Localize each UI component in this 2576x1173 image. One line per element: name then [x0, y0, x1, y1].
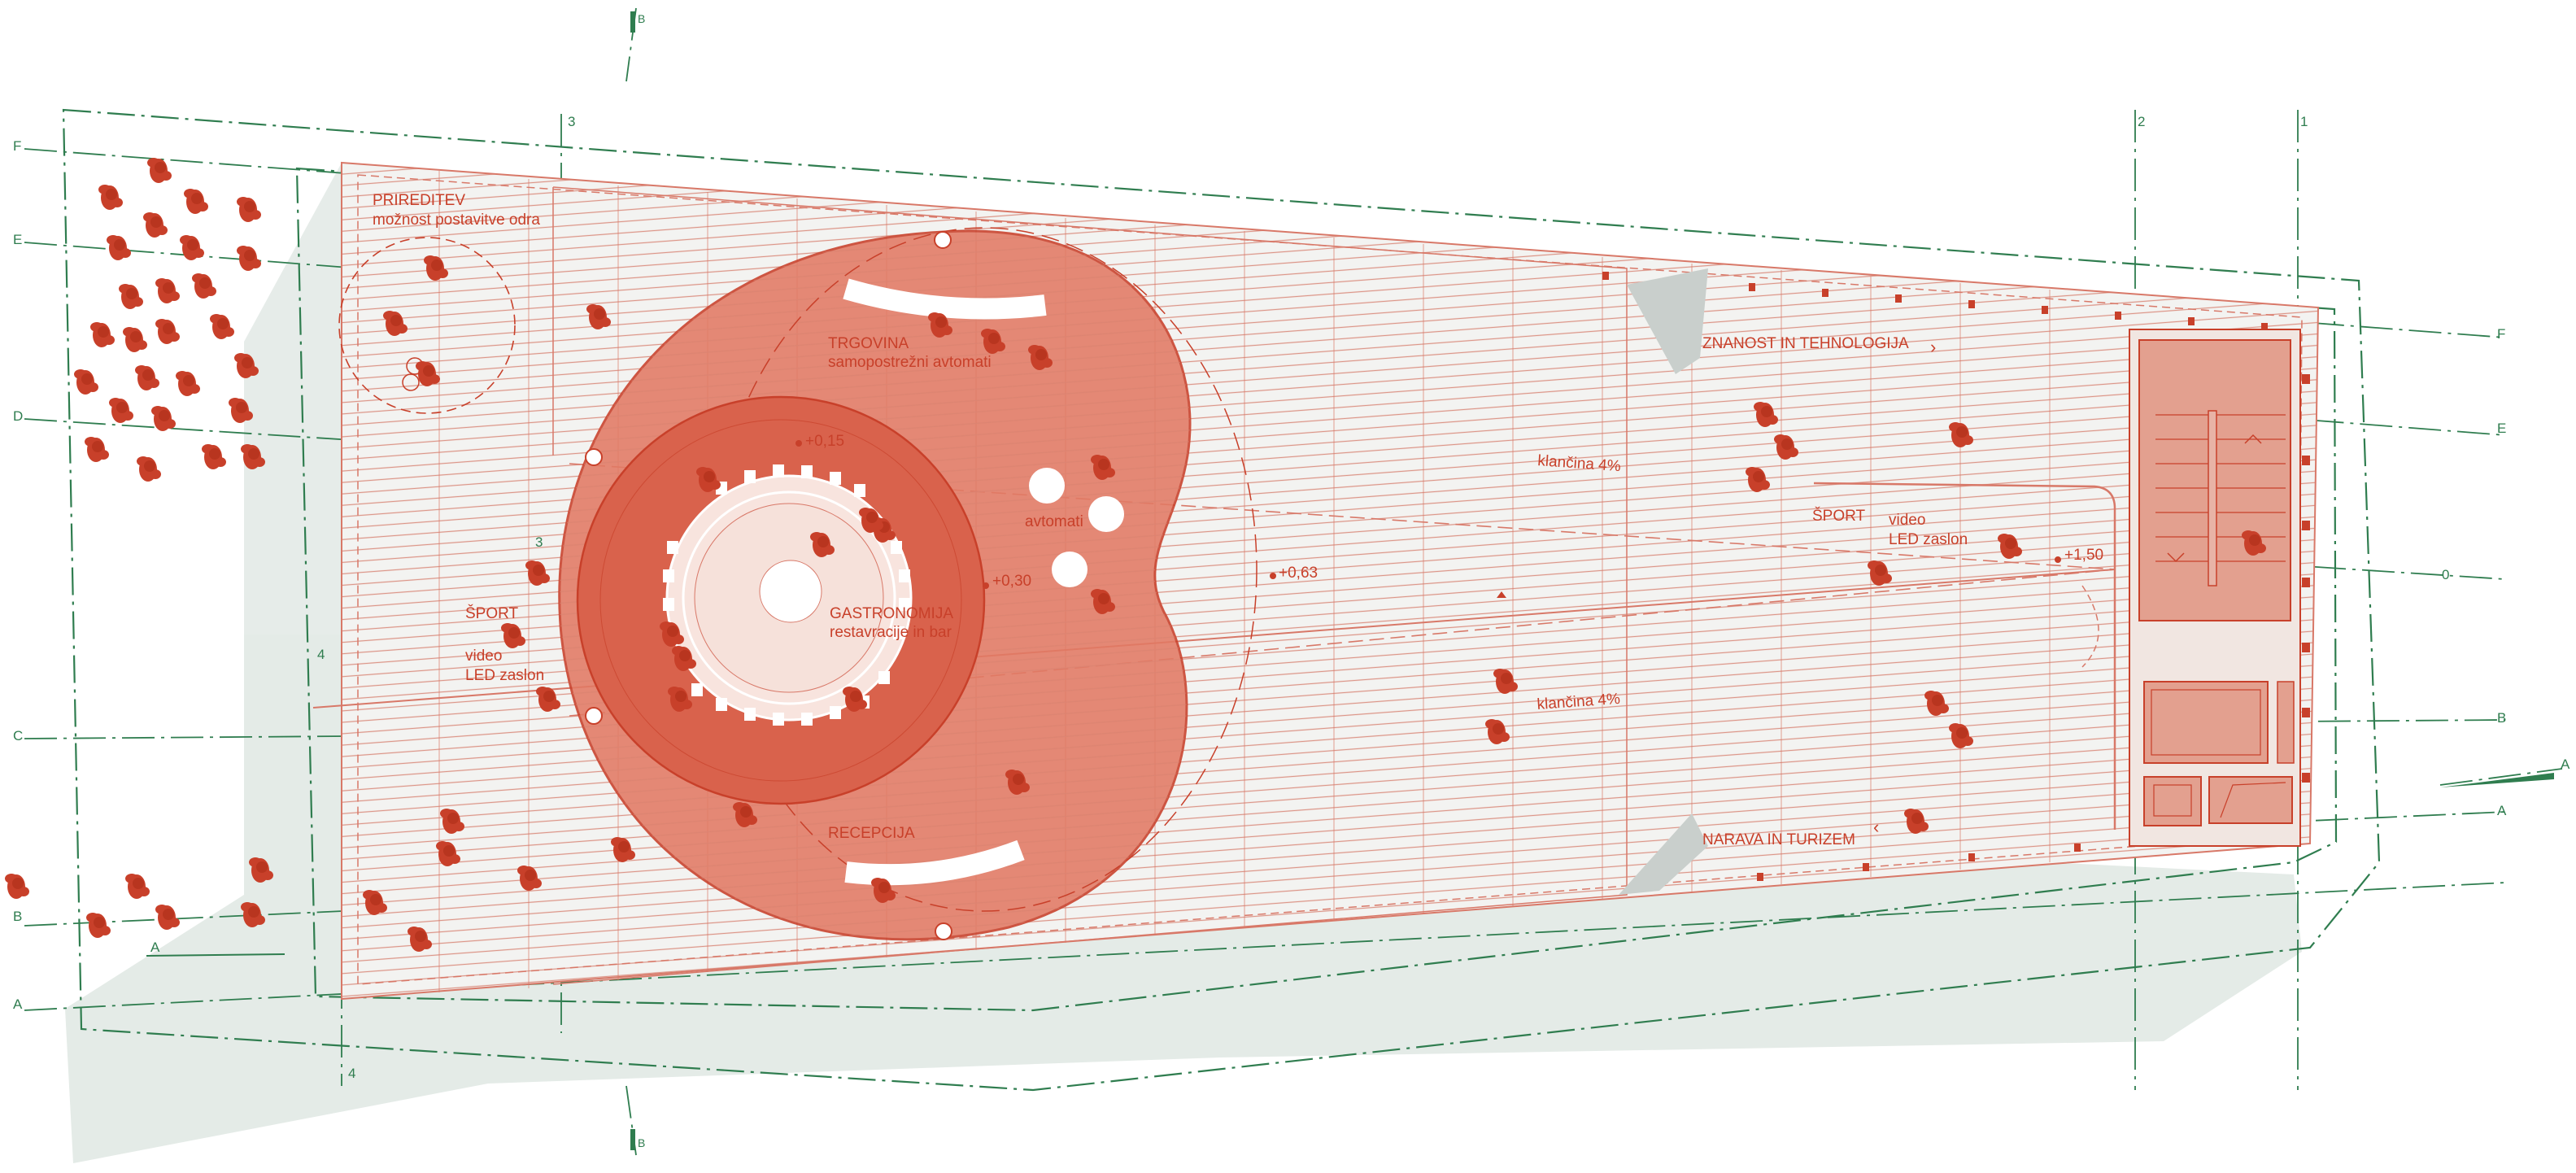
level-015: +0,15	[805, 433, 844, 450]
label-led-right: LED zaslon	[1889, 531, 1968, 548]
level-150: +1,50	[2064, 547, 2103, 564]
axis-zero-right: 0	[2442, 567, 2449, 582]
label-video-right: video	[1889, 512, 1925, 529]
level-030: +0,30	[992, 573, 1031, 590]
label-trgovina: TRGOVINA	[828, 335, 909, 352]
axis-e-right: E	[2497, 421, 2506, 436]
section-mark-right: A	[2561, 757, 2570, 772]
label-narava: NARAVA IN TURIZEM	[1702, 831, 1855, 848]
label-video-left: video	[465, 648, 502, 665]
label-sport-left: ŠPORT	[465, 604, 519, 622]
label-prireditev: PRIREDITEV	[373, 192, 465, 209]
level-063: +0,63	[1279, 565, 1318, 582]
axis-d-left: D	[13, 408, 23, 424]
label-gastronomija-sub: restavracije in bar	[830, 624, 952, 641]
section-mark-bottom: B	[638, 1136, 645, 1149]
axis-e-left: E	[13, 232, 22, 247]
central-island	[558, 227, 1257, 941]
label-led-left: LED zaslon	[465, 667, 544, 684]
axis-a-left: A	[13, 996, 23, 1012]
axis-f-right: F	[2497, 326, 2505, 342]
axis-f-left: F	[13, 138, 21, 154]
section-marks	[146, 11, 2554, 1150]
chevron-left-icon: ‹	[1873, 817, 1879, 837]
stair-core	[2129, 329, 2301, 847]
axis-a-right: A	[2497, 803, 2507, 818]
axis-b-right: B	[2497, 710, 2506, 726]
label-znanost: ZNANOST IN TEHNOLOGIJA	[1702, 335, 1909, 352]
site-outline	[62, 108, 2381, 1092]
axis-1: 1	[2300, 114, 2308, 129]
chevron-right-icon: ›	[1930, 337, 1936, 357]
axis-c-left: C	[13, 728, 23, 743]
axis-4-mid: 4	[317, 647, 325, 662]
label-trgovina-sub: samopostrežni avtomati	[828, 354, 992, 371]
section-mark-top: B	[638, 12, 645, 25]
label-avtomati: avtomati	[1025, 513, 1083, 530]
label-sport-right: ŠPORT	[1812, 507, 1866, 525]
axis-4-bot: 4	[348, 1066, 355, 1081]
axis-b-left: B	[13, 909, 22, 924]
label-recepcija: RECEPCIJA	[828, 825, 915, 842]
axis-3-top: 3	[568, 114, 575, 129]
znanost-shade	[1627, 268, 1708, 374]
label-gastronomija: GASTRONOMIJA	[830, 605, 953, 622]
axis-2: 2	[2138, 114, 2145, 129]
stage-circle	[338, 237, 516, 414]
narava-shade	[1619, 813, 1708, 895]
level-markers	[795, 440, 2061, 598]
axis-3-mid: 3	[535, 534, 543, 550]
section-mark-left: A	[150, 940, 160, 955]
label-prireditev-sub: možnost postavitve odra	[373, 211, 540, 229]
